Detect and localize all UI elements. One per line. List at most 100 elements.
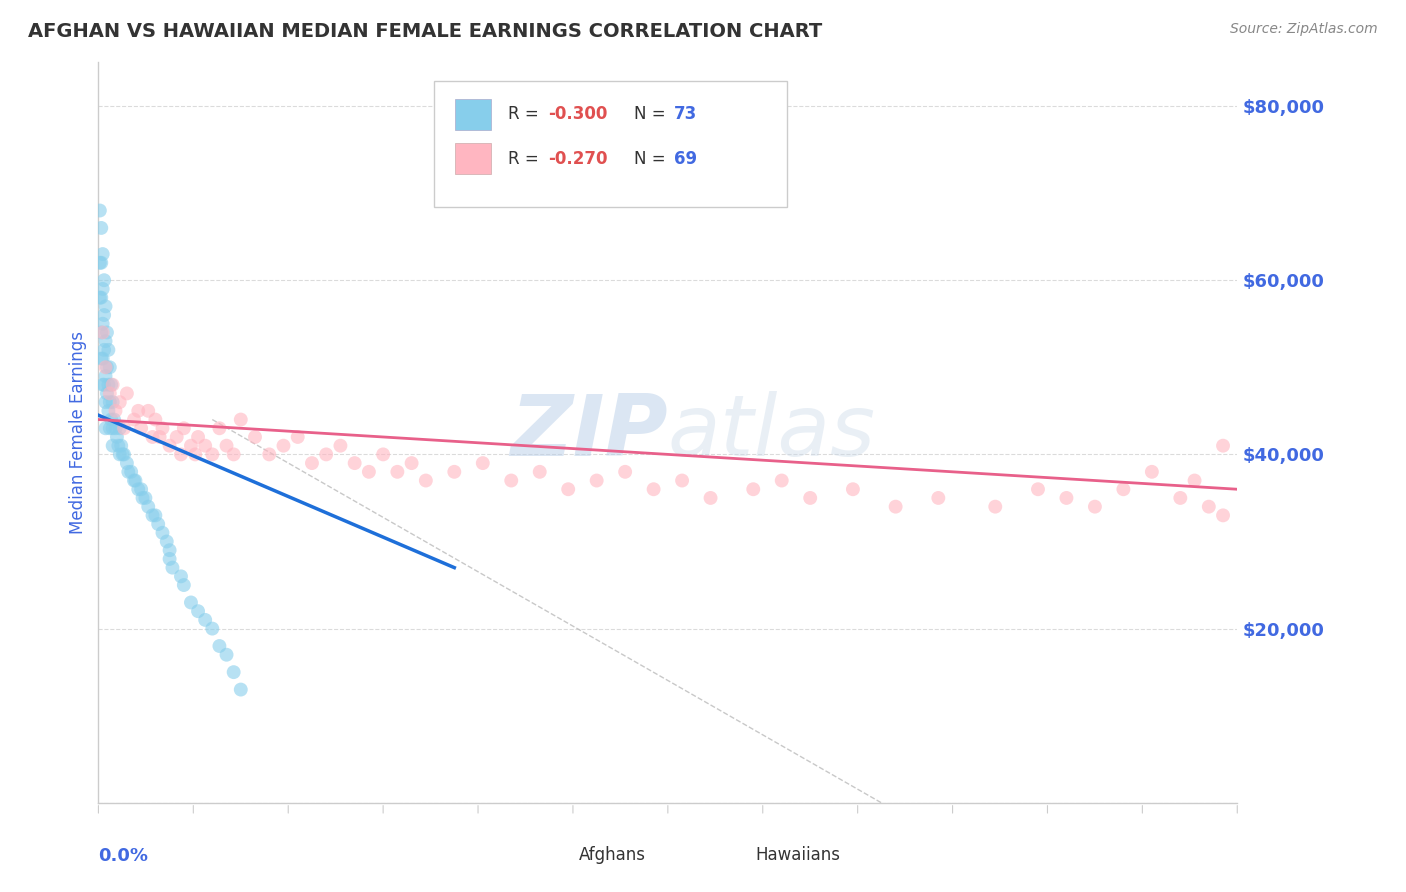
Point	[162, 560, 184, 574]
Point	[129, 421, 152, 435]
Point	[170, 569, 193, 583]
Point	[152, 525, 174, 540]
Point	[105, 430, 128, 444]
Point	[187, 604, 209, 618]
Point	[184, 447, 207, 461]
Point	[984, 500, 1007, 514]
Point	[89, 256, 111, 270]
Point	[127, 482, 149, 496]
Point	[387, 465, 409, 479]
Point	[108, 421, 131, 435]
FancyBboxPatch shape	[706, 842, 747, 867]
Point	[108, 395, 131, 409]
Text: AFGHAN VS HAWAIIAN MEDIAN FEMALE EARNINGS CORRELATION CHART: AFGHAN VS HAWAIIAN MEDIAN FEMALE EARNING…	[28, 22, 823, 41]
Point	[259, 447, 281, 461]
Point	[96, 386, 118, 401]
Point	[111, 447, 134, 461]
Point	[104, 421, 127, 435]
FancyBboxPatch shape	[456, 99, 491, 130]
Point	[1184, 474, 1206, 488]
Point	[215, 648, 238, 662]
Point	[201, 622, 224, 636]
Point	[89, 203, 111, 218]
Point	[98, 360, 121, 375]
Text: -0.270: -0.270	[548, 150, 607, 168]
Point	[152, 421, 174, 435]
Point	[415, 474, 437, 488]
Point	[884, 500, 907, 514]
Point	[107, 439, 129, 453]
Point	[159, 552, 181, 566]
Point	[89, 291, 111, 305]
Point	[699, 491, 721, 505]
Point	[93, 343, 115, 357]
Point	[91, 351, 114, 366]
Point	[93, 273, 115, 287]
Point	[159, 543, 181, 558]
Point	[90, 351, 112, 366]
Point	[343, 456, 366, 470]
Point	[141, 508, 163, 523]
Point	[122, 474, 145, 488]
Point	[97, 343, 120, 357]
Point	[124, 474, 146, 488]
Point	[96, 326, 118, 340]
Point	[229, 412, 252, 426]
Point	[100, 377, 122, 392]
Point	[1084, 500, 1107, 514]
Point	[101, 377, 124, 392]
Point	[229, 682, 252, 697]
Point	[101, 421, 124, 435]
Point	[614, 465, 637, 479]
Point	[194, 613, 217, 627]
Point	[100, 412, 122, 426]
Point	[101, 439, 124, 453]
Point	[156, 534, 179, 549]
Text: Source: ZipAtlas.com: Source: ZipAtlas.com	[1230, 22, 1378, 37]
Point	[401, 456, 423, 470]
Point	[94, 299, 117, 313]
Point	[194, 439, 217, 453]
Point	[131, 491, 153, 505]
Point	[91, 282, 114, 296]
Point	[643, 482, 665, 496]
Point	[97, 404, 120, 418]
Point	[90, 326, 112, 340]
Point	[215, 439, 238, 453]
Point	[287, 430, 309, 444]
Text: N =: N =	[634, 105, 671, 123]
Point	[91, 377, 114, 392]
Point	[1212, 508, 1234, 523]
Point	[97, 377, 120, 392]
Point	[94, 395, 117, 409]
Point	[96, 360, 118, 375]
Point	[91, 317, 114, 331]
Point	[148, 517, 170, 532]
Point	[529, 465, 551, 479]
Point	[91, 326, 114, 340]
Point	[443, 465, 465, 479]
Point	[129, 482, 152, 496]
Point	[104, 404, 127, 418]
Point	[243, 430, 266, 444]
Point	[90, 256, 112, 270]
Point	[90, 291, 112, 305]
FancyBboxPatch shape	[434, 81, 787, 207]
Text: Afghans: Afghans	[579, 846, 645, 863]
Point	[127, 404, 149, 418]
Point	[173, 578, 195, 592]
Point	[91, 247, 114, 261]
Point	[141, 430, 163, 444]
Point	[112, 447, 135, 461]
Point	[115, 456, 138, 470]
Point	[159, 439, 181, 453]
Point	[315, 447, 337, 461]
Point	[1140, 465, 1163, 479]
Point	[927, 491, 949, 505]
Point	[145, 508, 167, 523]
Point	[471, 456, 494, 470]
Point	[180, 595, 202, 609]
Point	[94, 334, 117, 348]
Text: R =: R =	[509, 105, 544, 123]
Point	[180, 439, 202, 453]
